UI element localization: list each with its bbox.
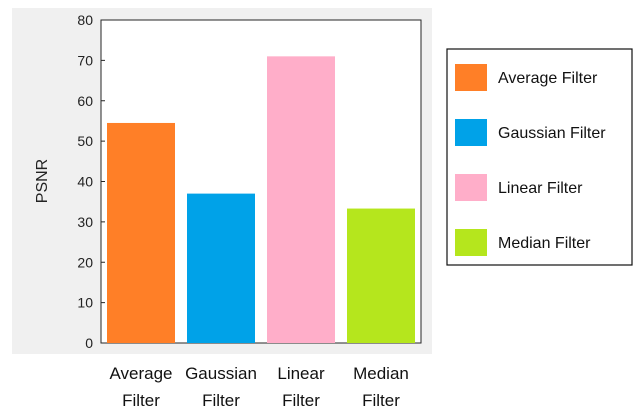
legend-entry-label: Linear Filter: [498, 180, 583, 197]
bar-linear-filter: [267, 56, 335, 344]
y-tick-label: 60: [77, 93, 93, 109]
y-tick-label: 20: [77, 254, 93, 270]
legend-swatch: [455, 119, 487, 146]
legend-swatch: [455, 174, 487, 201]
y-tick-label: 80: [77, 12, 93, 28]
x-category-label-line: Median: [353, 364, 409, 383]
y-axis-label: PSNR: [34, 159, 51, 203]
y-tick-label: 70: [77, 52, 93, 68]
x-category-label-line: Filter: [362, 391, 400, 409]
y-axis-ticks: 0 10 20 30 40 50 60 70 80: [77, 12, 105, 351]
bar-average-filter: [107, 122, 175, 343]
y-tick-label: 40: [77, 174, 93, 190]
x-category-label-line: Filter: [282, 391, 320, 409]
x-category-label-line: Filter: [122, 391, 160, 409]
bars: [107, 56, 415, 344]
x-axis-category-labels: Average Filter Gaussian Filter Linear Filter M…: [109, 364, 408, 409]
bar-median-filter: [347, 208, 415, 343]
bar-gaussian-filter: [187, 193, 255, 343]
x-category-label-line: Average: [109, 364, 172, 383]
legend-entry-label: Median Filter: [498, 235, 591, 252]
legend-entry-label: Gaussian Filter: [498, 125, 606, 142]
x-category-label-line: Filter: [202, 391, 240, 409]
legend-swatch: [455, 229, 487, 256]
x-category-label-line: Linear: [277, 364, 325, 383]
legend: Average Filter Gaussian Filter Linear Filt…: [446, 48, 633, 266]
y-tick-label: 0: [85, 335, 93, 351]
y-tick-label: 30: [77, 214, 93, 230]
legend-swatch: [455, 64, 487, 91]
legend-entry-label: Average Filter: [498, 70, 598, 87]
x-category-label-line: Gaussian: [185, 364, 257, 383]
y-tick-label: 50: [77, 133, 93, 149]
y-tick-label: 10: [77, 295, 93, 311]
